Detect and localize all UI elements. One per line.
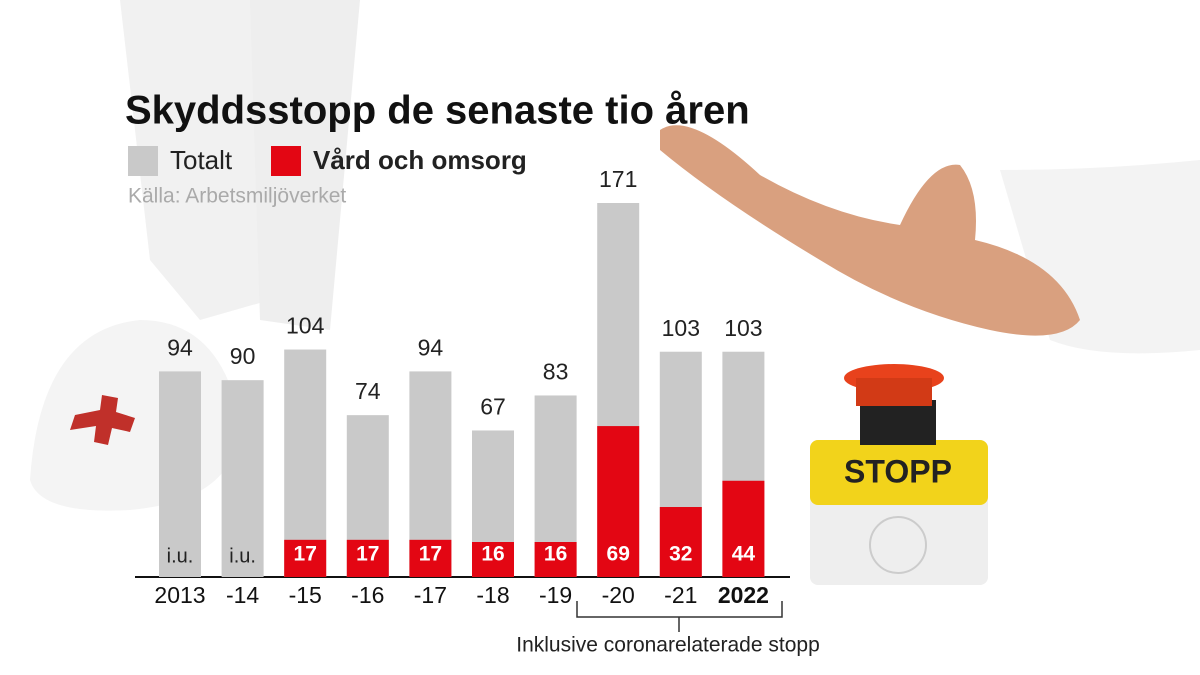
shoe-cross — [70, 395, 135, 445]
x-tick-label: 2013 — [154, 582, 205, 608]
value-label: 171 — [599, 166, 637, 192]
value-label: 16 — [544, 543, 567, 566]
button-neck — [860, 400, 936, 445]
leg-decoration — [250, 0, 360, 330]
value-label: 104 — [286, 313, 325, 339]
legend-label: Vård och omsorg — [313, 145, 527, 175]
bar-total — [221, 380, 264, 577]
bar-care — [472, 542, 514, 577]
bar-total — [159, 371, 201, 577]
source: Källa: Arbetsmiljöverket — [128, 185, 346, 208]
value-label: 17 — [419, 543, 442, 566]
x-tick-label: -21 — [664, 582, 697, 608]
button-cap-side — [856, 378, 932, 406]
x-tick-label: -18 — [476, 582, 509, 608]
x-tick-label: -20 — [602, 582, 635, 608]
value-label: 17 — [356, 543, 379, 566]
value-label: 44 — [732, 543, 756, 566]
bar-total — [284, 349, 327, 577]
value-label: i.u. — [229, 545, 256, 567]
annotation: Inklusive coronarelaterade stopp — [516, 634, 820, 657]
x-tick-label: -16 — [351, 582, 384, 608]
value-label: 103 — [662, 315, 700, 341]
x-tick-label: -17 — [414, 582, 447, 608]
value-label: 94 — [167, 334, 193, 360]
value-label: i.u. — [167, 545, 194, 567]
button-text: STOPP — [844, 453, 952, 489]
legend-swatch — [271, 146, 301, 176]
value-label: 103 — [724, 315, 762, 341]
hand-decoration — [660, 125, 1080, 336]
value-label: 90 — [230, 343, 256, 369]
bar-care — [409, 539, 452, 577]
value-label: 69 — [607, 543, 630, 566]
bar-care — [722, 480, 765, 577]
x-tick-label: 2022 — [718, 582, 769, 608]
button-ring — [869, 516, 927, 574]
chart-title: Skyddsstopp de senaste tio åren — [125, 89, 750, 133]
button-top — [810, 440, 988, 505]
value-label: 17 — [294, 543, 317, 566]
bar-care — [659, 507, 702, 577]
legend-swatch — [128, 146, 158, 176]
bar-care — [284, 539, 327, 577]
x-tick-label: -19 — [539, 582, 572, 608]
bar-care — [597, 426, 640, 577]
bar-care — [346, 539, 389, 577]
value-label: 83 — [543, 359, 569, 385]
value-label: 94 — [418, 334, 444, 360]
x-tick-label: -14 — [226, 582, 259, 608]
x-tick-label: -15 — [289, 582, 322, 608]
bracket — [576, 601, 783, 632]
value-label: 67 — [480, 394, 506, 420]
legend-label: Totalt — [170, 145, 233, 175]
bar-care — [534, 542, 577, 577]
value-label: 32 — [669, 543, 692, 566]
value-label: 16 — [481, 543, 504, 566]
value-label: 74 — [355, 378, 381, 404]
